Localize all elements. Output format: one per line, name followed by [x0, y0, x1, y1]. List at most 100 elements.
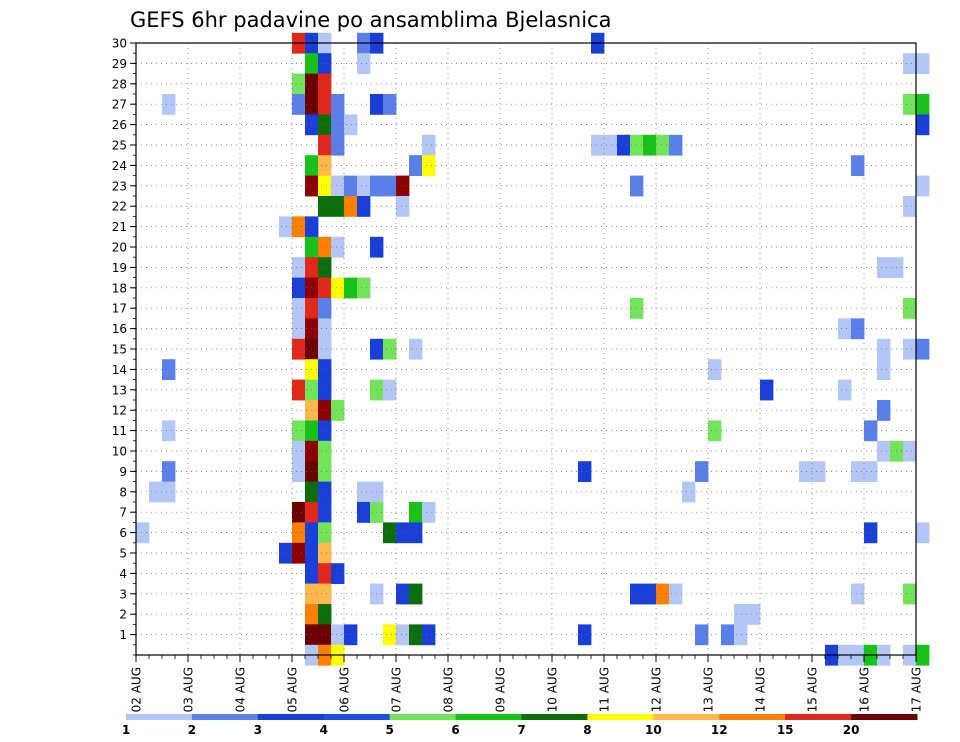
y-tick-label: 26	[112, 118, 127, 132]
heatmap-cell	[162, 481, 176, 503]
heatmap-cell	[916, 114, 930, 136]
y-tick-label: 6	[119, 526, 127, 540]
x-tick-label: 07 AUG	[390, 667, 404, 712]
x-tick-label: 17 AUG	[910, 667, 924, 712]
legend-label: 8	[583, 723, 591, 737]
heatmap-cell	[604, 134, 618, 156]
heatmap-cell	[864, 420, 878, 442]
heatmap-cell	[292, 257, 306, 278]
heatmap-cell	[318, 583, 332, 605]
heatmap-cell	[383, 379, 397, 401]
heatmap-cell	[318, 481, 332, 503]
heatmap-cell	[851, 155, 865, 176]
heatmap-cell	[864, 461, 878, 482]
heatmap-cell	[383, 522, 397, 544]
chart-title: GEFS 6hr padavine po ansamblima Bjelasni…	[130, 8, 611, 32]
y-tick-label: 20	[112, 241, 127, 255]
legend-label: 10	[645, 723, 662, 737]
color-legend: 1 2 3 4 5 6 7 8 10 12 15 20	[122, 714, 918, 737]
heatmap-cell	[643, 134, 657, 156]
heatmap-cell	[396, 522, 410, 544]
heatmap-cell	[734, 624, 748, 646]
y-tick-label: 16	[112, 322, 127, 336]
legend-swatch	[521, 714, 588, 720]
x-tick-label: 10 AUG	[546, 667, 560, 712]
legend-swatch	[587, 714, 654, 720]
heatmap-cell	[318, 94, 332, 115]
x-tick-label: 16 AUG	[858, 667, 872, 712]
heatmap-cell	[851, 583, 865, 605]
legend-label: 4	[320, 723, 328, 737]
heatmap-cell	[682, 481, 696, 503]
y-tick-label: 18	[112, 281, 127, 295]
heatmap-cell	[409, 624, 423, 646]
heatmap-cell	[318, 236, 332, 258]
legend-label: 5	[385, 723, 393, 737]
heatmap-cell	[916, 94, 930, 115]
y-tick-label: 28	[112, 77, 127, 91]
heatmap-cell	[916, 522, 930, 544]
heatmap-cell	[396, 624, 410, 646]
heatmap-cell	[643, 583, 657, 605]
heatmap-cell	[331, 277, 345, 299]
heatmap-cell	[292, 379, 306, 401]
heatmap-cell	[578, 461, 592, 482]
heatmap-cell	[903, 298, 917, 319]
heatmap-cell	[331, 114, 345, 136]
legend-label: 6	[451, 723, 459, 737]
heatmap-cell	[357, 175, 371, 197]
heatmap-cell	[422, 134, 436, 156]
heatmap-cell	[331, 94, 345, 115]
heatmap-cell	[422, 624, 436, 646]
y-tick-label: 13	[112, 383, 127, 397]
y-tick-label: 24	[112, 159, 127, 173]
heatmap-cell	[344, 114, 358, 136]
heatmap-cell	[721, 624, 735, 646]
heatmap-cell	[318, 420, 332, 442]
heatmap-cell	[903, 338, 917, 360]
heatmap-cell	[916, 53, 930, 74]
heatmap-cell	[318, 522, 332, 544]
heatmap-cell	[578, 624, 592, 646]
legend-swatch	[455, 714, 522, 720]
heatmap-cell	[318, 257, 332, 278]
legend-swatch	[191, 714, 259, 720]
y-tick-label: 4	[119, 567, 127, 581]
heatmap-cell	[331, 624, 345, 646]
grid-lines	[135, 42, 917, 655]
legend-swatch	[785, 714, 852, 720]
x-tick-label: 11 AUG	[598, 667, 612, 712]
heatmap-cell	[383, 624, 397, 646]
heatmap-cell	[864, 522, 878, 544]
heatmap-cell	[357, 53, 371, 74]
heatmap-cell	[292, 73, 306, 95]
x-tick-label: 12 AUG	[650, 667, 664, 712]
heatmap-cell	[331, 400, 345, 421]
heatmap-cell	[331, 175, 345, 197]
heatmap-cell	[903, 440, 917, 462]
legend-label: 7	[517, 723, 525, 737]
heatmap-cell	[318, 175, 332, 197]
y-tick-label: 17	[112, 302, 127, 316]
heatmap-cell	[318, 53, 332, 74]
heatmap-cell	[318, 114, 332, 136]
y-tick-label: 27	[112, 98, 127, 112]
heatmap-cell	[292, 277, 306, 299]
heatmap-cell	[162, 420, 176, 442]
heatmap-cell	[877, 440, 891, 462]
heatmap-cell	[903, 583, 917, 605]
heatmap-cell	[357, 502, 371, 523]
x-tick-label: 04 AUG	[234, 667, 248, 712]
heatmap-cell	[162, 461, 176, 482]
legend-label: 12	[711, 723, 728, 737]
heatmap-cell	[656, 583, 670, 605]
legend-label: 2	[188, 723, 196, 737]
y-tick-label: 3	[119, 587, 127, 601]
y-tick-label: 7	[119, 506, 127, 520]
heatmap-cell	[617, 134, 631, 156]
y-tick-label: 1	[119, 628, 127, 642]
heatmap-cell	[422, 155, 436, 176]
x-tick-label: 14 AUG	[754, 667, 768, 712]
y-tick-label: 15	[112, 343, 127, 357]
heatmap-cell	[292, 318, 306, 340]
